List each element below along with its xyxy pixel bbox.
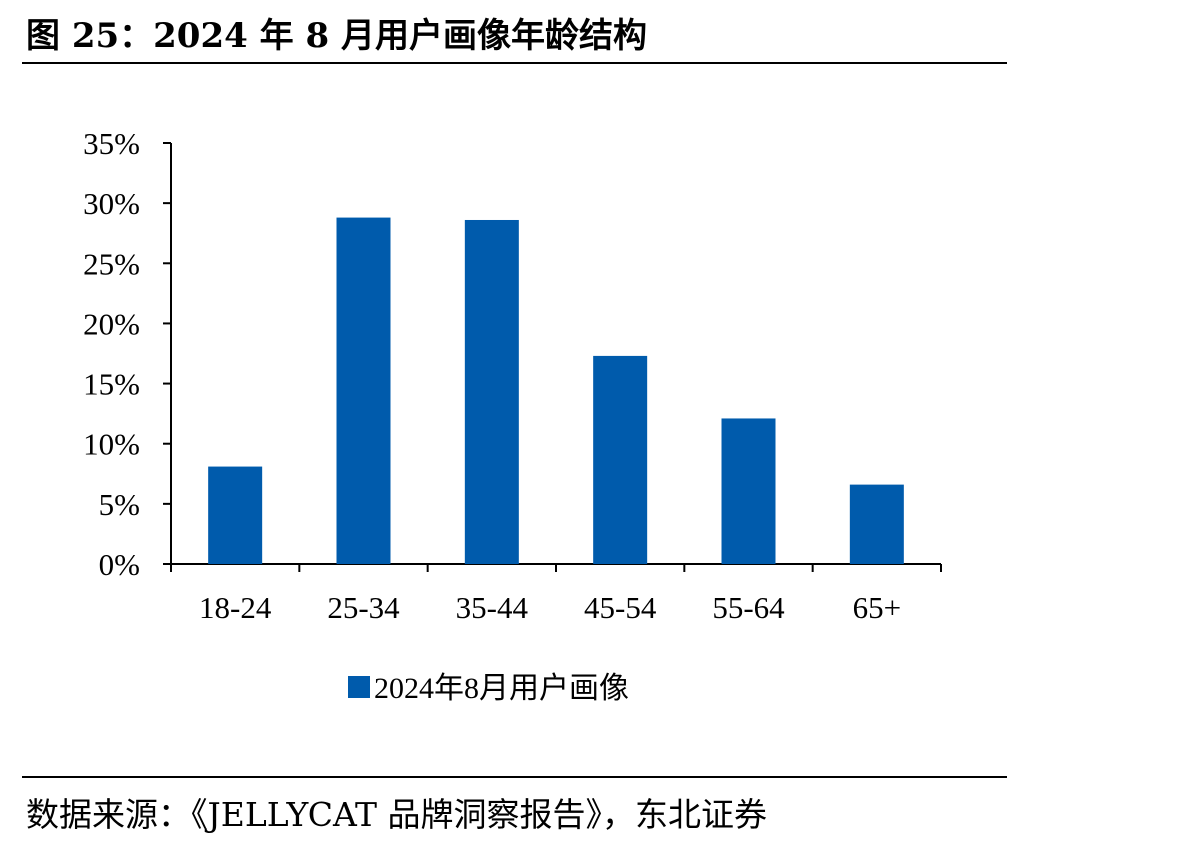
x-tick-label: 65+ <box>853 590 901 625</box>
source-note: 数据来源：《JELLYCAT 品牌洞察报告》，东北证券 <box>26 795 768 834</box>
title-divider <box>22 62 1007 64</box>
source-divider <box>22 776 1007 778</box>
y-tick-label: 35% <box>83 126 140 161</box>
figure-title: 图 25：2024 年 8 月用户画像年龄结构 <box>26 16 647 56</box>
x-tick-label: 25-34 <box>327 590 400 625</box>
legend-swatch <box>348 676 370 698</box>
x-tick-label: 18-24 <box>199 590 272 625</box>
x-tick-label: 55-64 <box>712 590 785 625</box>
y-tick-label: 25% <box>83 246 140 281</box>
x-tick-label: 45-54 <box>584 590 657 625</box>
bar-45-54 <box>593 355 648 564</box>
y-tick-label: 5% <box>99 487 140 522</box>
y-tick-labels: 0% 5% 10% 15% 20% 25% 30% 35% <box>83 126 140 582</box>
bar-25-34 <box>336 217 391 564</box>
x-tick-labels: 18-24 25-34 35-44 45-54 55-64 65+ <box>199 590 901 625</box>
legend-label: 2024年8月用户画像 <box>374 672 629 705</box>
bar-65+ <box>849 484 904 564</box>
chart-bars <box>208 217 904 565</box>
chart-axes <box>163 142 942 572</box>
y-tick-label: 15% <box>83 367 140 402</box>
x-tick-label: 35-44 <box>456 590 529 625</box>
y-tick-label: 20% <box>83 306 140 341</box>
bar-55-64 <box>721 418 776 564</box>
y-tick-label: 0% <box>99 547 140 582</box>
y-tick-label: 10% <box>83 427 140 462</box>
bar-35-44 <box>464 219 519 565</box>
bar-18-24 <box>208 466 263 564</box>
y-tick-label: 30% <box>83 186 140 221</box>
chart-legend: 2024年8月用户画像 <box>348 672 629 705</box>
